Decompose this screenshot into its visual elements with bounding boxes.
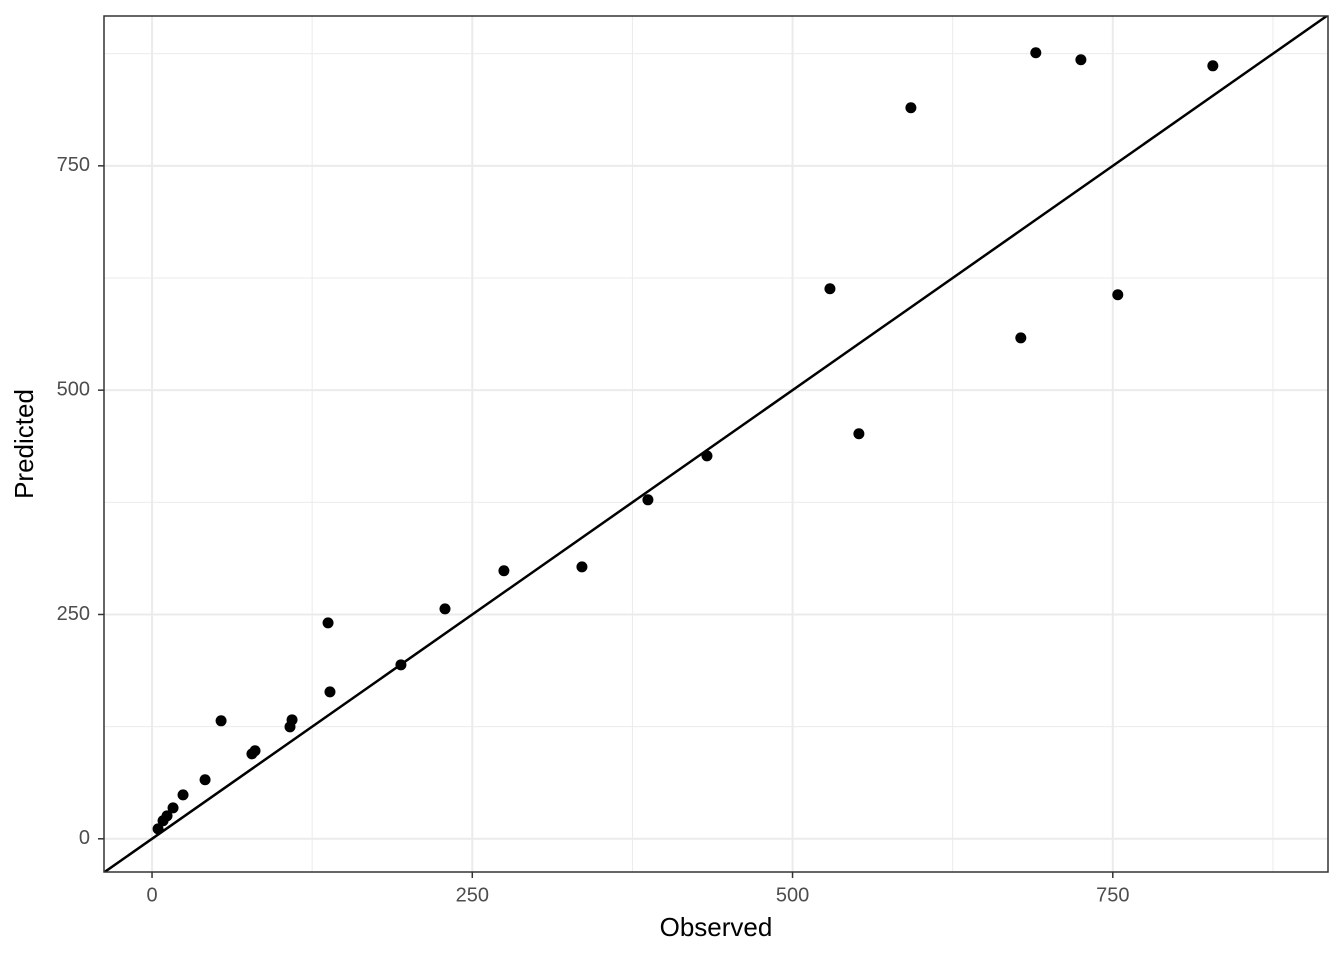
point <box>1207 60 1219 72</box>
reference-line <box>104 16 1328 872</box>
x-tick-label: 250 <box>456 884 489 906</box>
x-tick-label: 500 <box>776 884 809 906</box>
point <box>1075 54 1087 66</box>
point <box>853 428 865 440</box>
point <box>152 823 164 835</box>
y-tick-label: 250 <box>57 603 90 625</box>
point <box>498 565 510 577</box>
y-tick-label: 750 <box>57 154 90 176</box>
point <box>1030 47 1042 59</box>
point <box>701 450 713 462</box>
point <box>1015 332 1027 344</box>
point <box>161 810 173 822</box>
x-tick-label: 0 <box>146 884 157 906</box>
point <box>215 715 227 727</box>
panel-border <box>103 15 1329 873</box>
point <box>1112 289 1124 301</box>
y-tick-label: 0 <box>79 827 90 849</box>
point <box>642 494 654 506</box>
point <box>824 283 836 295</box>
point <box>249 745 261 757</box>
point <box>286 714 298 726</box>
point <box>576 561 588 573</box>
point <box>167 802 179 814</box>
y-tick-label: 500 <box>57 378 90 400</box>
point <box>905 102 917 114</box>
x-axis-title: Observed <box>660 912 773 942</box>
point <box>322 617 334 629</box>
x-tick-label: 750 <box>1096 884 1129 906</box>
point <box>439 603 451 615</box>
point <box>395 659 407 671</box>
point <box>324 686 336 698</box>
point <box>177 789 189 801</box>
point <box>199 774 211 786</box>
y-axis-title: Predicted <box>9 389 39 499</box>
